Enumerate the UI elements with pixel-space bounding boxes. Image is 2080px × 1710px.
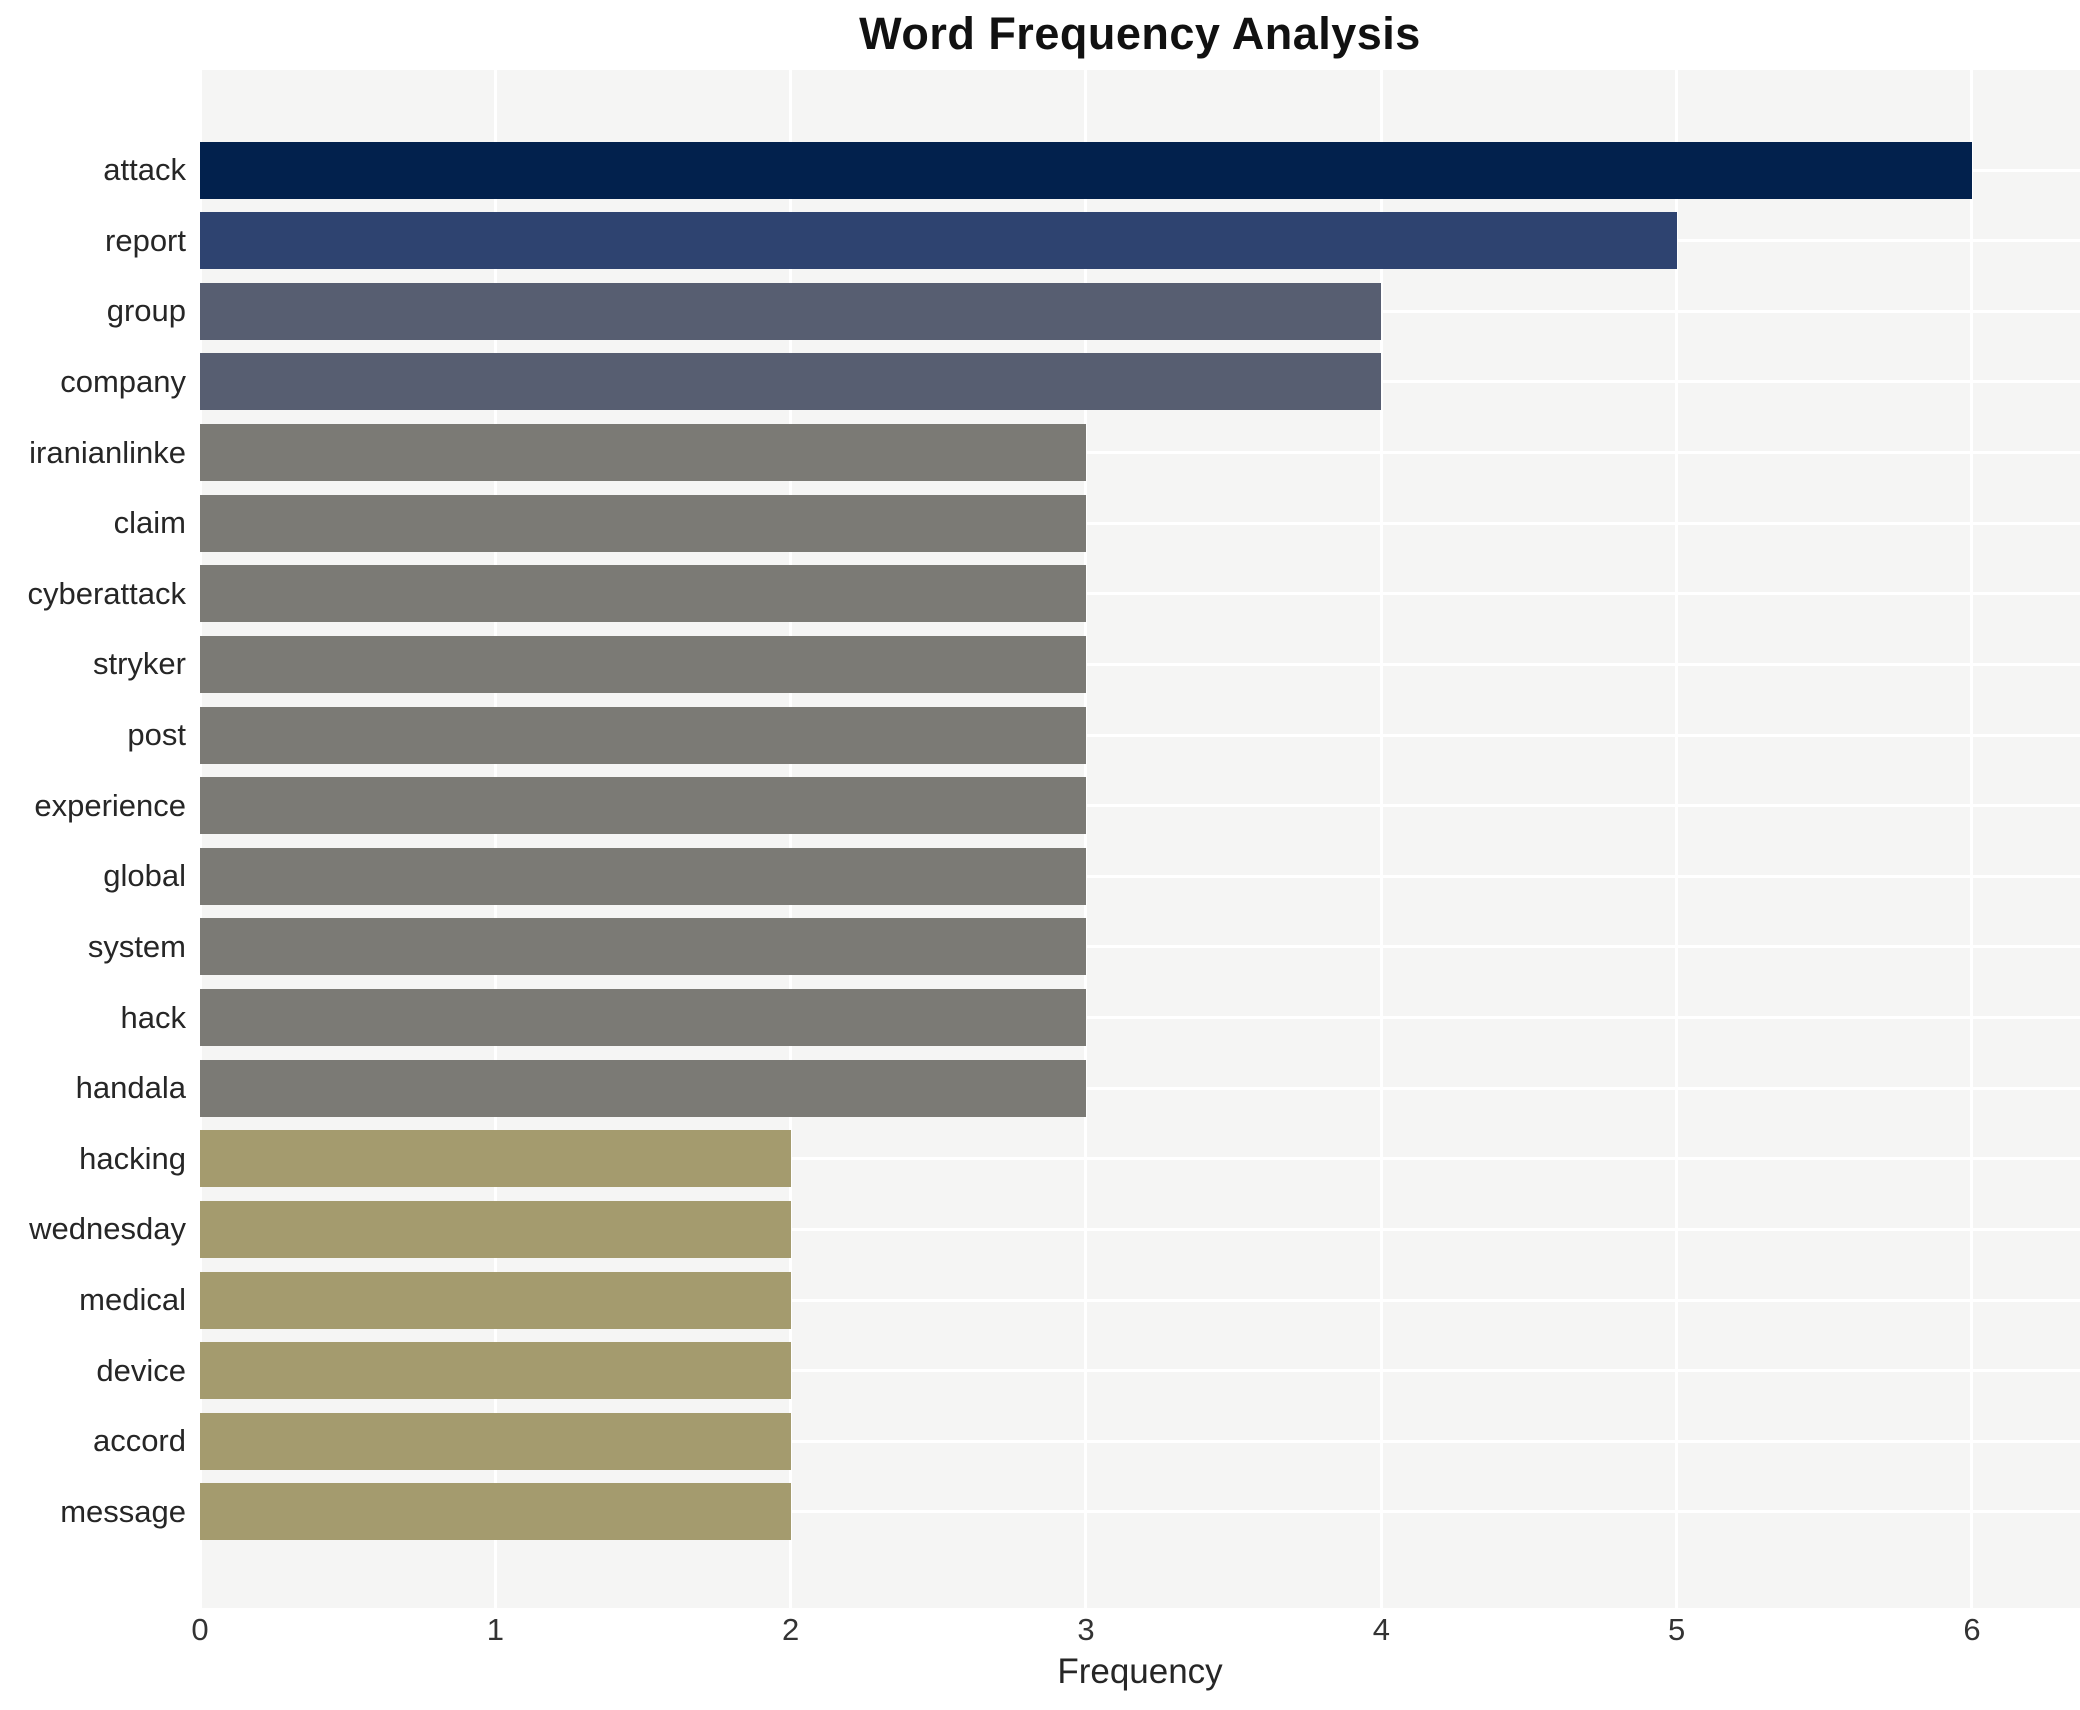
bar-experience xyxy=(200,777,1086,835)
vertical-gridline xyxy=(1675,70,1679,1608)
horizontal-gridline xyxy=(200,733,2080,737)
horizontal-gridline xyxy=(200,1510,2080,1514)
y-tick-label: global xyxy=(103,858,186,894)
x-tick-label: 5 xyxy=(1668,1612,1686,1647)
horizontal-gridline xyxy=(200,1227,2080,1231)
y-tick-label: medical xyxy=(79,1282,186,1318)
y-tick-label: message xyxy=(60,1493,186,1529)
bar-report xyxy=(200,212,1677,270)
bar-iranianlinke xyxy=(200,424,1086,482)
y-tick-label: cyberattack xyxy=(27,575,186,611)
bar-claim xyxy=(200,494,1086,552)
y-tick-label: hack xyxy=(120,999,186,1035)
bar-wednesday xyxy=(200,1200,791,1258)
y-tick-label: post xyxy=(127,717,186,753)
y-tick-label: experience xyxy=(34,787,186,823)
horizontal-gridline xyxy=(200,1298,2080,1302)
horizontal-gridline xyxy=(200,874,2080,878)
horizontal-gridline xyxy=(200,662,2080,666)
horizontal-gridline xyxy=(200,804,2080,808)
vertical-gridline xyxy=(1970,70,1974,1608)
y-tick-label: system xyxy=(87,928,186,964)
y-tick-label: accord xyxy=(92,1423,186,1459)
y-tick-label: stryker xyxy=(93,646,186,682)
x-tick-label: 2 xyxy=(782,1612,800,1647)
bar-device xyxy=(200,1342,791,1400)
horizontal-gridline xyxy=(200,1369,2080,1373)
vertical-gridline xyxy=(789,70,793,1608)
horizontal-gridline xyxy=(200,451,2080,455)
horizontal-gridline xyxy=(200,1086,2080,1090)
vertical-gridline xyxy=(198,70,202,1608)
y-tick-label: group xyxy=(106,293,186,329)
bar-hack xyxy=(200,989,1086,1047)
x-tick-label: 6 xyxy=(1963,1612,1981,1647)
horizontal-gridline xyxy=(200,1157,2080,1161)
horizontal-gridline xyxy=(200,1439,2080,1443)
y-tick-label: claim xyxy=(113,505,186,541)
y-tick-label: wednesday xyxy=(29,1211,186,1247)
y-tick-label: hacking xyxy=(79,1140,186,1176)
bar-global xyxy=(200,847,1086,905)
x-tick-label: 1 xyxy=(486,1612,504,1647)
bar-post xyxy=(200,706,1086,764)
y-tick-label: report xyxy=(105,222,186,258)
bar-group xyxy=(200,282,1382,340)
x-tick-label: 3 xyxy=(1077,1612,1095,1647)
y-tick-label: attack xyxy=(103,152,186,187)
x-axis-label: Frequency xyxy=(1057,1652,1223,1691)
bar-medical xyxy=(200,1271,791,1329)
y-tick-label: handala xyxy=(75,1070,186,1106)
horizontal-gridline xyxy=(200,521,2080,525)
y-tick-label: device xyxy=(96,1352,186,1388)
bar-attack xyxy=(200,141,1972,199)
bar-message xyxy=(200,1483,791,1541)
vertical-gridline xyxy=(1379,70,1383,1608)
bar-stryker xyxy=(200,635,1086,693)
bar-company xyxy=(200,353,1382,411)
x-tick-label: 0 xyxy=(191,1612,209,1647)
horizontal-gridline xyxy=(200,1016,2080,1020)
y-tick-label: company xyxy=(60,363,186,399)
plot-area xyxy=(198,70,2080,1608)
bar-system xyxy=(200,918,1086,976)
bar-cyberattack xyxy=(200,565,1086,623)
horizontal-gridline xyxy=(200,945,2080,949)
vertical-gridline xyxy=(1084,70,1088,1608)
bar-hacking xyxy=(200,1130,791,1188)
bar-handala xyxy=(200,1059,1086,1117)
x-tick-label: 4 xyxy=(1372,1612,1390,1647)
chart-title: Word Frequency Analysis xyxy=(859,8,1421,59)
horizontal-gridline xyxy=(200,592,2080,596)
vertical-gridline xyxy=(493,70,497,1608)
y-tick-label: iranianlinke xyxy=(29,434,186,470)
bar-accord xyxy=(200,1412,791,1470)
